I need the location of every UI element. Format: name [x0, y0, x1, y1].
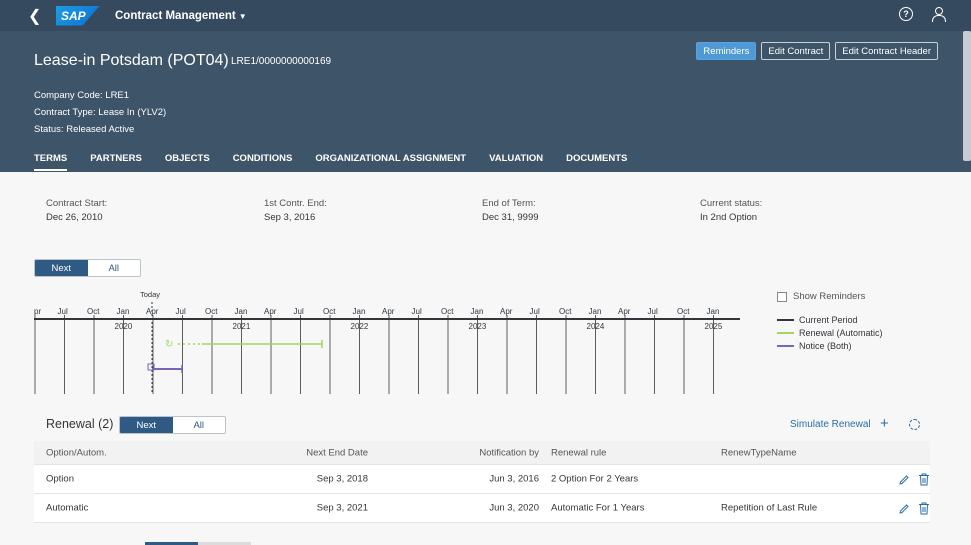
fact-end-of-term: End of Term: Dec 31, 9999	[482, 198, 539, 223]
year-label: 2021	[233, 322, 251, 331]
edit-contract-button[interactable]: Edit Contract	[761, 42, 831, 60]
tab-organizational-assignment[interactable]: ORGANIZATIONAL ASSIGNMENT	[315, 153, 467, 164]
object-header: Lease-in Potsdam (POT04) LRE1/0000000000…	[0, 31, 971, 172]
column-header[interactable]: RenewTypeName	[721, 447, 797, 458]
timeline-chart: Today pr Jul Oct Jan Apr Jul Oct Jan Apr Jul Oct Ja…	[34, 290, 740, 394]
contract-status: Status: Released Active	[34, 124, 135, 135]
simulate-renewal-link[interactable]: Simulate Renewal	[790, 419, 871, 430]
caret-down-icon: ▼	[238, 11, 247, 21]
month-label: Jan	[707, 307, 720, 316]
contract-type: Contract Type: Lease In (YLV2)	[34, 107, 167, 118]
tab-partners[interactable]: PARTNERS	[90, 153, 142, 164]
month-label: Jul	[176, 307, 186, 316]
month-label: Jan	[589, 307, 602, 316]
month-label: Jul	[648, 307, 658, 316]
tab-valuation[interactable]: VALUATION	[489, 153, 544, 164]
legend-item-notice: Notice (Both)	[777, 339, 883, 352]
timeline-toggle: Next All	[34, 259, 141, 277]
month-label: Jan	[235, 307, 248, 316]
renewal-all-button[interactable]: All	[193, 419, 205, 431]
legend-swatch	[777, 318, 794, 321]
month-label: Jul	[412, 307, 422, 316]
settings-gear-icon[interactable]	[909, 419, 920, 430]
back-icon[interactable]: ❮	[28, 7, 42, 25]
year-label: 2024	[587, 322, 605, 331]
app-title-menu[interactable]: Contract Management ▼	[115, 9, 247, 22]
renewal-title: Renewal (2)	[46, 417, 114, 431]
renewal-next-button[interactable]: Next	[120, 417, 173, 433]
year-label: 2022	[351, 322, 369, 331]
year-label: 2025	[705, 322, 723, 331]
delete-icon[interactable]	[918, 473, 930, 486]
legend-item-renewal: Renewal (Automatic)	[777, 326, 883, 339]
delete-icon[interactable]	[918, 502, 930, 515]
month-label: Jul	[530, 307, 540, 316]
month-label: Apr	[264, 307, 277, 316]
column-header[interactable]: Notification by	[479, 447, 539, 458]
month-label: Oct	[677, 307, 690, 316]
reminders-button[interactable]: Reminders	[696, 42, 757, 60]
legend-swatch	[777, 331, 794, 334]
month-label: Jan	[471, 307, 484, 316]
fact-first-contract-end: 1st Contr. End: Sep 3, 2016	[264, 198, 327, 223]
add-icon[interactable]: +	[880, 415, 889, 432]
month-label: Jul	[58, 307, 68, 316]
tab-bar: TERMS PARTNERS OBJECTS CONDITIONS ORGANI…	[34, 153, 627, 171]
year-label: 2020	[115, 322, 133, 331]
edit-icon[interactable]	[898, 474, 910, 486]
scrollbar[interactable]	[963, 31, 971, 161]
timeline-all-button[interactable]: All	[108, 262, 120, 274]
page-title: Lease-in Potsdam (POT04)	[34, 52, 229, 69]
month-label: Jan	[353, 307, 366, 316]
legend-item-current-period: Current Period	[777, 313, 883, 326]
month-label: Oct	[87, 307, 100, 316]
month-label: Apr	[500, 307, 513, 316]
column-header[interactable]: Next End Date	[306, 447, 368, 458]
table-header: Option/Autom. Next End Date Notification…	[34, 441, 930, 465]
renewal-table: Option/Autom. Next End Date Notification…	[34, 441, 930, 523]
month-label: pr	[34, 307, 41, 316]
timeline-next-button[interactable]: Next	[35, 260, 88, 276]
renewal-icon: ↻	[165, 339, 173, 350]
checkbox-icon[interactable]	[777, 291, 787, 302]
edit-icon[interactable]	[898, 503, 910, 515]
show-reminders-checkbox[interactable]: Show Reminders	[777, 291, 883, 302]
month-label: Apr	[382, 307, 395, 316]
shell-bar: ❮ SAP Contract Management ▼ ?	[0, 0, 971, 31]
today-label: Today	[140, 290, 160, 299]
year-label: 2023	[469, 322, 487, 331]
tab-terms[interactable]: TERMS	[34, 153, 68, 171]
user-icon[interactable]	[931, 7, 946, 22]
column-header[interactable]: Renewal rule	[551, 447, 607, 458]
edit-contract-header-button[interactable]: Edit Contract Header	[835, 42, 938, 60]
table-row[interactable]: Option Sep 3, 2018 Jun 3, 2016 2 Option …	[34, 465, 930, 494]
tab-conditions[interactable]: CONDITIONS	[232, 153, 293, 164]
table-row[interactable]: Automatic Sep 3, 2021 Jun 3, 2020 Automa…	[34, 494, 930, 523]
month-label: Oct	[205, 307, 218, 316]
contract-number: LRE1/0000000000169	[231, 56, 332, 67]
bottom-toggle-partial[interactable]	[145, 542, 251, 545]
company-code: Company Code: LRE1	[34, 90, 130, 101]
sap-logo: SAP	[56, 5, 100, 26]
tab-documents[interactable]: DOCUMENTS	[566, 153, 628, 164]
month-label: Oct	[559, 307, 572, 316]
month-label: Jul	[294, 307, 304, 316]
notice-marker	[147, 363, 155, 371]
month-label: Apr	[618, 307, 631, 316]
fact-current-status: Current status: In 2nd Option	[700, 198, 763, 223]
legend-swatch	[777, 344, 794, 347]
help-icon[interactable]: ?	[899, 7, 913, 21]
month-label: Jan	[117, 307, 130, 316]
column-header[interactable]: Option/Autom.	[46, 447, 107, 458]
fact-contract-start: Contract Start: Dec 26, 2010	[46, 198, 108, 223]
month-label: Oct	[323, 307, 336, 316]
month-label: Oct	[441, 307, 454, 316]
timeline-legend: Show Reminders Current Period Renewal (A…	[777, 291, 883, 352]
renewal-toggle: Next All	[119, 416, 226, 434]
tab-objects[interactable]: OBJECTS	[164, 153, 210, 164]
